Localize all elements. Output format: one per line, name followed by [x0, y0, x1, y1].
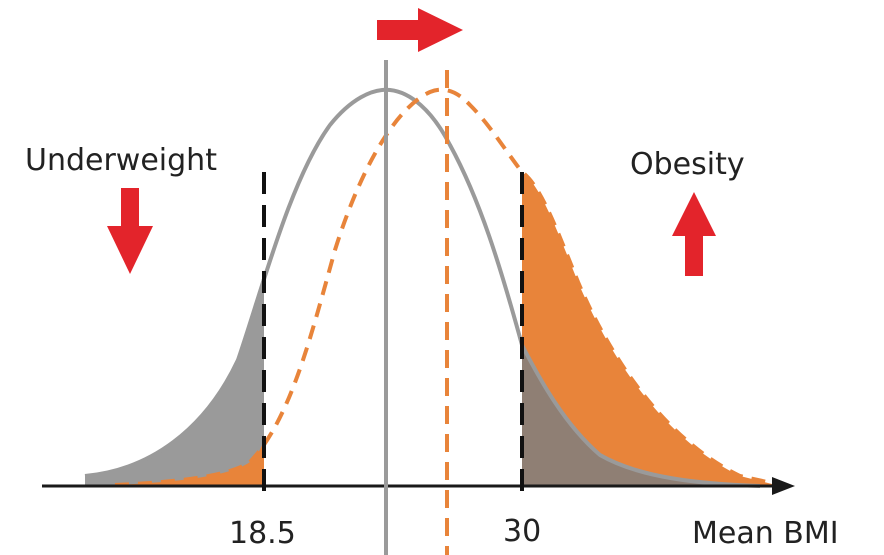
- threshold-high-label: 30: [503, 514, 542, 549]
- underweight-tail-baseline-fill: [85, 272, 264, 486]
- threshold-low-label: 18.5: [229, 516, 296, 551]
- baseline-distribution-curve: [84, 87, 761, 488]
- x-axis-arrowhead: [772, 477, 795, 495]
- underweight-label: Underweight: [25, 143, 217, 178]
- arrow-up-icon: [672, 192, 716, 276]
- obesity-tail-shifted-fill: [522, 172, 780, 486]
- x-axis-label: Mean BMI: [692, 516, 839, 551]
- arrow-down-icon: [107, 188, 153, 274]
- arrow-right-icon: [377, 8, 463, 52]
- obesity-tail-baseline-fill: [522, 345, 760, 486]
- obesity-label: Obesity: [630, 147, 745, 182]
- underweight-tail-shifted-fill: [115, 440, 264, 486]
- shifted-distribution-curve: [114, 87, 786, 488]
